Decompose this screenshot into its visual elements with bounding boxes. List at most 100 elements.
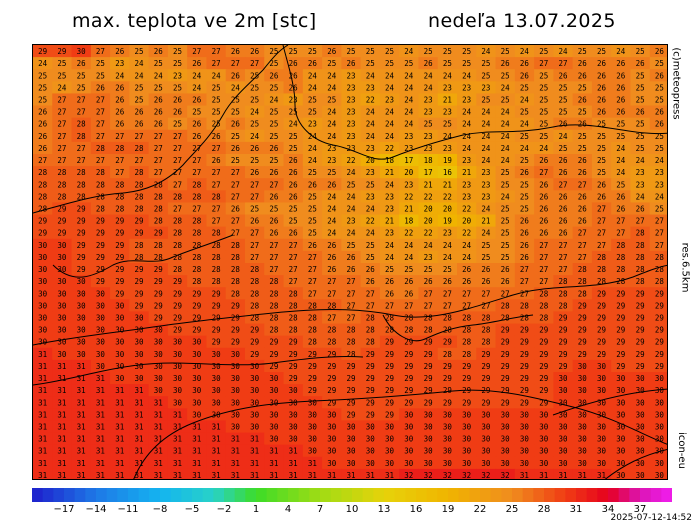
temperature-value: 30	[308, 398, 318, 407]
grid-cell	[206, 263, 227, 276]
grid-cell	[591, 190, 612, 204]
temperature-value: 30	[655, 410, 665, 419]
grid-cell	[245, 202, 265, 216]
grid-cell	[418, 408, 439, 422]
grid-cell	[206, 275, 227, 288]
grid-cell	[187, 408, 208, 422]
grid-cell	[110, 202, 130, 216]
grid-cell	[630, 105, 651, 119]
grid-cell	[418, 250, 439, 264]
grid-cell	[630, 444, 651, 458]
grid-cell	[71, 214, 92, 228]
color-legend-segment	[149, 488, 161, 502]
color-legend-segment	[394, 488, 406, 502]
temperature-value: 26	[558, 229, 568, 238]
grid-cell	[71, 311, 92, 325]
temperature-value: 31	[250, 435, 259, 444]
temperature-value: 26	[327, 241, 337, 250]
grid-cell	[110, 238, 130, 252]
grid-cell	[302, 57, 323, 70]
grid-cell	[360, 468, 381, 479]
temperature-value: 30	[578, 374, 588, 383]
temperature-value: 31	[57, 398, 66, 407]
grid-cell	[322, 202, 342, 216]
grid-cell	[379, 432, 400, 446]
temperature-value: 29	[250, 350, 259, 359]
temperature-value: 29	[597, 338, 606, 347]
grid-cell	[649, 45, 667, 58]
grid-cell	[457, 69, 477, 82]
temperature-value: 27	[558, 253, 567, 262]
temperature-value: 26	[616, 71, 626, 80]
grid-cell	[90, 93, 111, 107]
grid-cell	[225, 420, 246, 434]
temperature-value: 31	[154, 471, 163, 480]
grid-cell	[283, 45, 304, 58]
grid-cell	[129, 396, 150, 409]
grid-cell	[90, 178, 111, 191]
grid-cell	[476, 141, 497, 155]
temperature-value: 27	[96, 108, 105, 117]
temperature-value: 30	[57, 314, 67, 323]
temperature-value: 26	[289, 229, 299, 238]
temperature-value: 25	[366, 241, 375, 250]
grid-cell	[399, 129, 420, 143]
temperature-value: 26	[578, 205, 588, 214]
temperature-value: 25	[250, 205, 259, 214]
temperature-value: 27	[462, 301, 471, 310]
temperature-value: 24	[385, 241, 395, 250]
temperature-value: 29	[57, 229, 66, 238]
grid-cell	[302, 420, 323, 434]
temperature-value: 27	[231, 180, 240, 189]
temperature-value: 29	[212, 338, 221, 347]
temperature-value: 31	[57, 435, 66, 444]
grid-cell	[553, 372, 574, 385]
grid-cell	[129, 226, 150, 240]
grid-cell	[187, 93, 208, 107]
grid-cell	[206, 396, 227, 409]
grid-cell	[418, 69, 439, 82]
grid-cell	[302, 396, 323, 409]
temperature-value: 29	[655, 289, 664, 298]
grid-cell	[52, 81, 73, 95]
grid-cell	[591, 69, 612, 82]
grid-cell	[360, 432, 381, 446]
temperature-value: 30	[77, 47, 87, 56]
grid-cell	[52, 214, 73, 228]
grid-cell	[322, 275, 342, 288]
temperature-value: 28	[96, 168, 106, 177]
temperature-value: 26	[578, 217, 588, 226]
temperature-value: 25	[327, 168, 336, 177]
grid-cell	[283, 372, 304, 385]
temperature-value: 25	[424, 47, 433, 56]
temperature-value: 30	[616, 459, 626, 468]
country-border-line	[604, 448, 667, 479]
temperature-value: 24	[481, 120, 491, 129]
grid-cell	[514, 117, 535, 131]
grid-cell	[110, 299, 130, 313]
temperature-value: 28	[481, 326, 491, 335]
grid-cell	[322, 57, 342, 70]
grid-cell	[206, 468, 227, 479]
grid-cell	[52, 444, 73, 458]
temperature-value: 23	[346, 83, 355, 92]
grid-cell	[514, 299, 535, 313]
temperature-value: 30	[269, 423, 279, 432]
grid-cell	[360, 263, 381, 276]
grid-cell	[476, 299, 497, 313]
temperature-value: 26	[404, 277, 414, 286]
temperature-value: 30	[154, 374, 164, 383]
grid-cell	[514, 275, 535, 288]
temperature-value: 28	[520, 314, 530, 323]
grid-cell	[225, 396, 246, 409]
temperature-value: 27	[616, 217, 625, 226]
grid-cell	[611, 129, 632, 143]
temperature-value: 31	[115, 447, 124, 456]
grid-cell	[283, 250, 304, 264]
grid-cell	[33, 347, 53, 361]
grid-cell	[187, 372, 208, 385]
temperature-value: 29	[57, 205, 66, 214]
temperature-value: 24	[404, 108, 414, 117]
color-legend-label: −2	[216, 504, 232, 515]
grid-cell	[167, 129, 188, 143]
